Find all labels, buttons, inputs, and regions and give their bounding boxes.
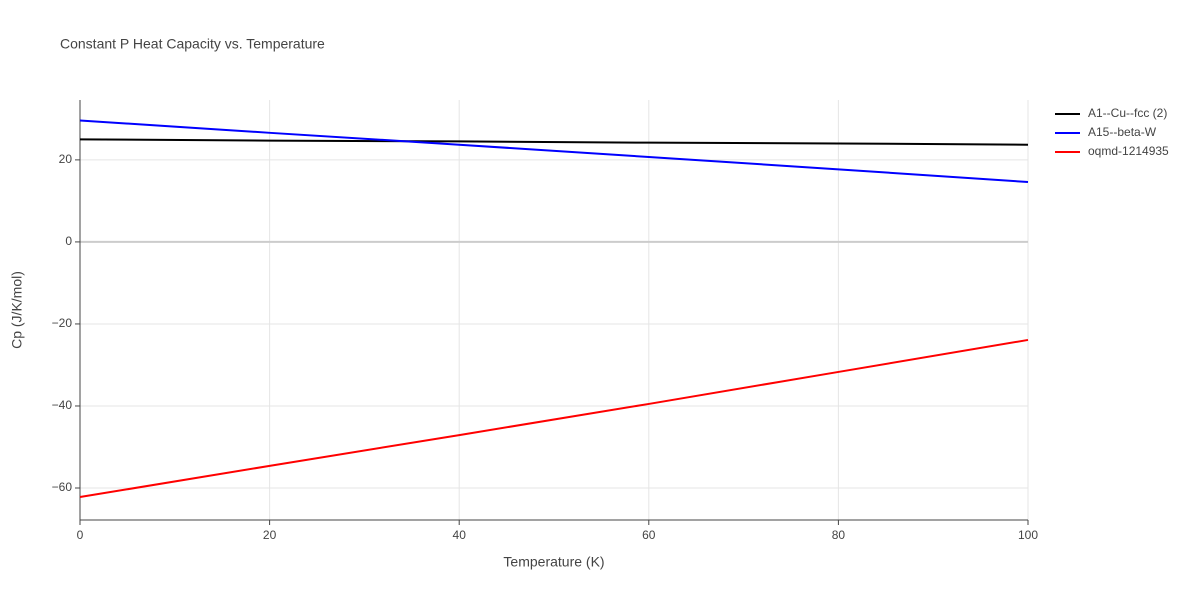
y-tick-label: −60 <box>52 480 73 494</box>
x-axis-title: Temperature (K) <box>503 554 604 570</box>
y-tick-label: 0 <box>65 234 72 248</box>
x-tick-label: 100 <box>1018 528 1038 542</box>
chart-title: Constant P Heat Capacity vs. Temperature <box>60 36 325 52</box>
y-tick-label: 20 <box>59 152 73 166</box>
legend-label: A1--Cu--fcc (2) <box>1088 106 1167 120</box>
y-tick-label: −20 <box>52 316 73 330</box>
series-line <box>79 338 1029 499</box>
x-tick-label: 20 <box>263 528 277 542</box>
x-tick-label: 60 <box>642 528 656 542</box>
y-tick-label: −40 <box>52 398 73 412</box>
series-line <box>79 119 1029 184</box>
legend-label: A15--beta-W <box>1088 125 1157 139</box>
x-tick-label: 80 <box>832 528 846 542</box>
x-tick-label: 40 <box>453 528 467 542</box>
series-line <box>79 138 1029 146</box>
y-axis-title: Cp (J/K/mol) <box>9 271 25 349</box>
x-tick-label: 0 <box>77 528 84 542</box>
legend-label: oqmd-1214935 <box>1088 144 1169 158</box>
